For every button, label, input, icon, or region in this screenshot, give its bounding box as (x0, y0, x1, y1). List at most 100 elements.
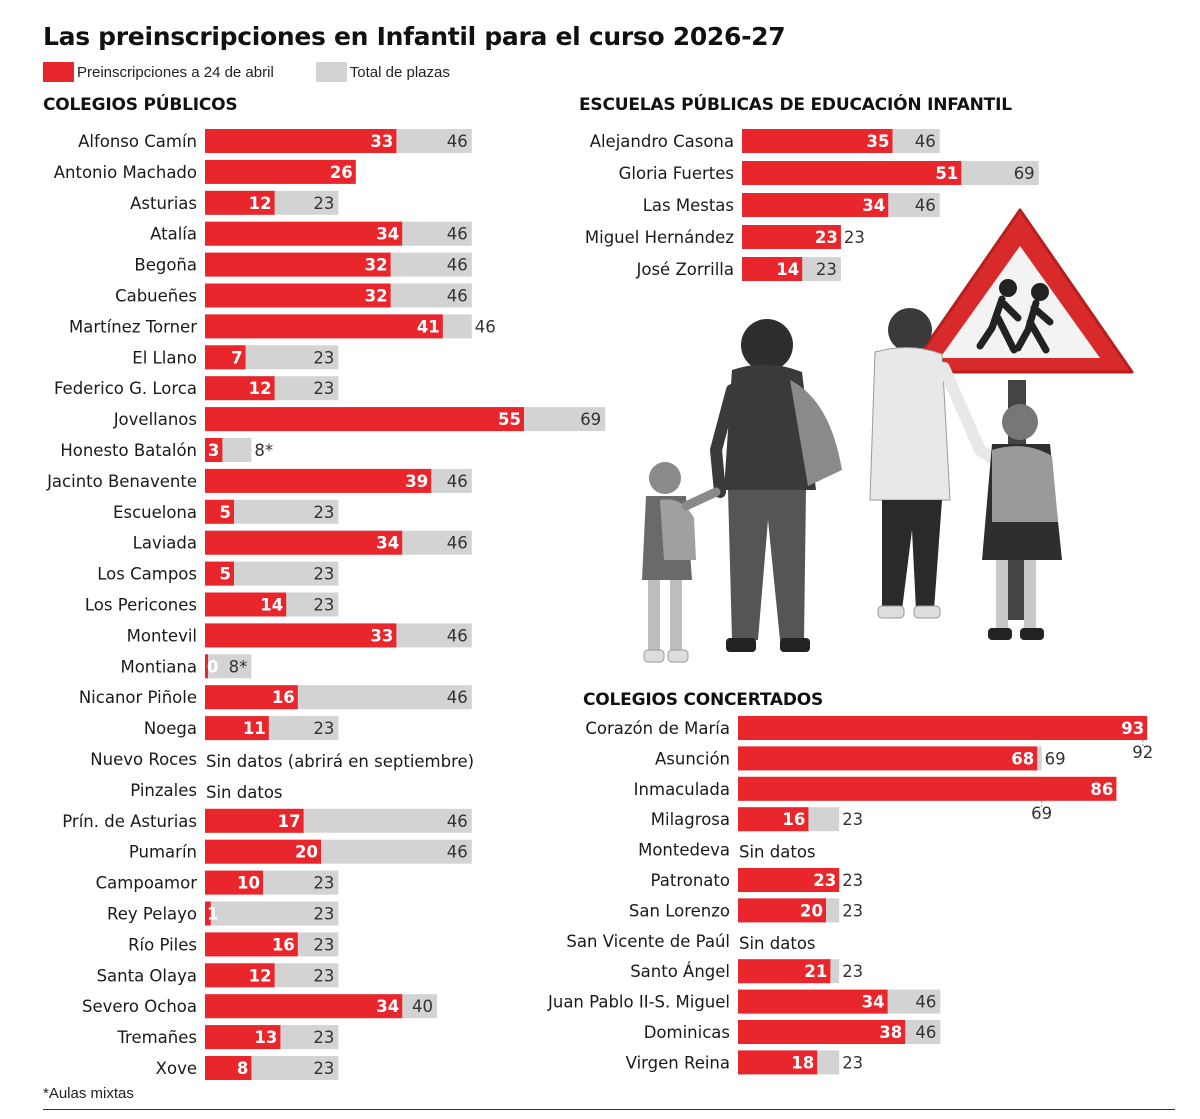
public-row-11-value-label: 39 (405, 472, 428, 491)
charter-row-0-total-label: 92 (1132, 743, 1153, 762)
public-row-24-category-label: Campoamor (96, 874, 198, 893)
public-row-15-preregistration-bar (205, 592, 287, 617)
charter-row-3-value-label: 16 (782, 810, 805, 829)
charter-row-9-total-label: 46 (915, 993, 936, 1012)
public-row-22-category-label: Prín. de Asturias (62, 812, 197, 831)
infant-row-2-preregistration-bar (742, 193, 889, 217)
public-row-16-total-label: 46 (447, 626, 468, 645)
public-row-24-preregistration-bar (205, 870, 263, 895)
public-row-18-total-label: 46 (447, 688, 468, 707)
public-row-26-category-label: Río Piles (128, 935, 197, 954)
charter-row-1-category-label: Asunción (655, 749, 730, 768)
public-row-6-value-label: 41 (417, 317, 440, 336)
public-row-28-preregistration-bar (205, 994, 403, 1019)
charter-row-3-total-label: 23 (842, 810, 863, 829)
section-title-infant-schools: ESCUELAS PÚBLICAS DE EDUCACIÓN INFANTIL (579, 95, 1012, 115)
public-row-7-preregistration-bar (205, 345, 246, 370)
legend-swatch-preregistrations (43, 62, 74, 82)
infant-row-2-value-label: 34 (862, 196, 885, 215)
charter-row-10-value-label: 38 (879, 1023, 902, 1042)
public-row-0-value-label: 33 (370, 132, 393, 151)
public-row-13-preregistration-bar (205, 530, 403, 555)
infant-row-0-category-label: Alejandro Casona (590, 132, 734, 151)
public-row-14-category-label: Los Campos (97, 565, 197, 584)
public-row-17-total-label: 8* (229, 657, 248, 676)
charter-row-1-total-label: 69 (1045, 749, 1066, 768)
public-row-2-value-label: 12 (249, 194, 272, 213)
public-row-24-total-label: 23 (313, 874, 334, 893)
charter-row-5-value-label: 23 (813, 871, 836, 890)
public-row-30-category-label: Xove (156, 1059, 197, 1078)
infant-row-2-category-label: Las Mestas (643, 196, 734, 215)
public-row-6-preregistration-bar (205, 314, 443, 339)
infant-row-1-category-label: Gloria Fuertes (619, 164, 734, 183)
public-row-2-total-label: 23 (313, 194, 334, 213)
public-row-27-preregistration-bar (205, 963, 275, 988)
charter-row-11-preregistration-bar (738, 1050, 818, 1075)
charter-row-1-preregistration-bar (738, 746, 1038, 771)
public-row-26-value-label: 16 (272, 935, 295, 954)
public-row-26-preregistration-bar (205, 932, 298, 957)
public-row-19-preregistration-bar (205, 716, 269, 741)
public-row-16-preregistration-bar (205, 623, 397, 648)
charter-row-10-preregistration-bar (738, 1020, 906, 1044)
public-row-0-total-label: 46 (447, 132, 468, 151)
public-row-23-total-label: 46 (447, 843, 468, 862)
public-row-30-preregistration-bar (205, 1056, 252, 1080)
charter-row-5-preregistration-bar (738, 868, 840, 892)
legend-swatch-total (315, 62, 347, 82)
public-row-12-value-label: 5 (220, 503, 231, 522)
charter-row-5-total-label: 23 (842, 871, 863, 890)
public-row-25-category-label: Rey Pelayo (107, 905, 197, 924)
infant-row-3-value-label: 23 (815, 228, 838, 247)
charter-row-6-value-label: 20 (800, 901, 823, 920)
public-row-12-total-label: 23 (313, 503, 334, 522)
public-row-13-category-label: Laviada (133, 534, 197, 553)
public-row-25-total-bar (205, 901, 339, 926)
section-title-public-schools: COLEGIOS PÚBLICOS (43, 95, 238, 115)
public-row-3-preregistration-bar (205, 221, 403, 246)
public-row-14-preregistration-bar (205, 561, 234, 586)
public-row-4-preregistration-bar (205, 252, 391, 277)
infant-row-2-total-label: 46 (915, 196, 936, 215)
charter-row-0-preregistration-bar (738, 716, 1148, 740)
charter-row-10-category-label: Dominicas (644, 1023, 730, 1042)
public-row-30-value-label: 8 (237, 1059, 248, 1078)
public-row-19-value-label: 11 (243, 719, 266, 738)
charter-row-11-total-label: 23 (842, 1053, 863, 1072)
public-row-17-preregistration-bar (205, 654, 208, 679)
charter-row-2-total-label: 69 (1031, 804, 1052, 823)
charter-row-4-category-label: Montedeva (638, 841, 730, 860)
public-row-8-total-label: 23 (313, 379, 334, 398)
public-row-23-category-label: Pumarín (129, 843, 197, 862)
bottom-rule (43, 1109, 1175, 1110)
public-row-15-value-label: 14 (260, 596, 283, 615)
public-row-14-total-label: 23 (313, 565, 334, 584)
public-row-23-preregistration-bar (205, 839, 321, 864)
charter-row-11-category-label: Virgen Reina (626, 1053, 730, 1072)
charter-row-11-value-label: 18 (791, 1053, 814, 1072)
public-row-19-category-label: Noega (144, 719, 197, 738)
charter-row-2-category-label: Inmaculada (634, 780, 730, 799)
infant-row-4-value-label: 14 (776, 260, 799, 279)
public-row-2-category-label: Asturias (130, 194, 197, 213)
public-row-25-preregistration-bar (205, 901, 211, 926)
public-row-27-total-label: 23 (313, 966, 334, 985)
public-row-4-category-label: Begoña (134, 256, 197, 275)
public-row-25-value-label: 1 (207, 905, 218, 924)
charter-row-8-preregistration-bar (738, 959, 831, 984)
public-row-18-category-label: Nicanor Piñole (79, 688, 197, 707)
public-row-27-value-label: 12 (249, 966, 272, 985)
charter-row-0-value-label: 93 (1121, 719, 1144, 738)
public-row-8-value-label: 12 (249, 379, 272, 398)
infant-row-3-preregistration-bar (742, 225, 841, 249)
public-row-6-category-label: Martínez Torner (69, 317, 197, 336)
public-row-3-total-label: 46 (447, 225, 468, 244)
infant-row-4-preregistration-bar (742, 257, 803, 281)
public-row-3-value-label: 34 (376, 225, 399, 244)
public-row-11-preregistration-bar (205, 468, 432, 493)
public-row-24-value-label: 10 (237, 874, 260, 893)
public-row-1-category-label: Antonio Machado (54, 163, 197, 182)
public-row-14-value-label: 5 (220, 565, 231, 584)
